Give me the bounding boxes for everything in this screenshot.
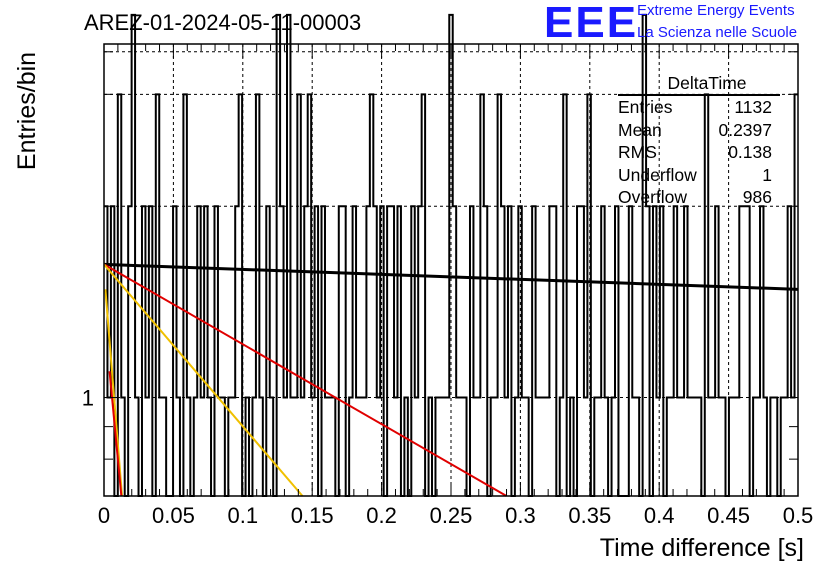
x-tick-label: 0.5 xyxy=(783,503,814,528)
logo-line-2: La Scienza nelle Scuole xyxy=(637,24,798,41)
stats-label: RMS xyxy=(618,142,657,162)
stats-row: RMS 0.138 xyxy=(612,141,780,164)
x-tick-label: 0.3 xyxy=(505,503,536,528)
stats-box: DeltaTime Entries 1132 Mean 0.2397 RMS 0.138 U… xyxy=(612,72,780,209)
x-tick-label: 0.25 xyxy=(430,503,473,528)
stats-row: Overflow 986 xyxy=(612,186,780,209)
x-tick-label: 0.35 xyxy=(568,503,611,528)
x-tick-label: 0.2 xyxy=(366,503,397,528)
stats-value: 986 xyxy=(742,187,772,207)
eee-logo: EEE xyxy=(544,0,639,47)
stats-row: Mean 0.2397 xyxy=(612,119,780,142)
x-tick-label: 0.1 xyxy=(228,503,259,528)
stats-value: 1132 xyxy=(734,97,772,117)
y-tick-label: 1 xyxy=(82,386,94,411)
stats-row: Underflow 1 xyxy=(612,164,780,187)
stats-label: Entries xyxy=(618,97,673,117)
x-tick-label: 0.05 xyxy=(152,503,195,528)
x-tick-label: 0.15 xyxy=(291,503,334,528)
chart-title: AREZ-01-2024-05-11-00003 xyxy=(84,10,362,35)
fit-line xyxy=(108,371,123,497)
stats-box-title: DeltaTime xyxy=(667,73,747,93)
stats-rows: Entries 1132 Mean 0.2397 RMS 0.138 Underflow 1 O… xyxy=(612,96,780,209)
y-axis-label: Entries/bin xyxy=(13,51,41,171)
stats-row: Entries 1132 xyxy=(612,96,780,119)
stats-value: 0.2397 xyxy=(718,119,772,140)
fit-line xyxy=(103,263,304,497)
stats-label: Underflow xyxy=(618,164,697,185)
fit-line xyxy=(104,289,124,497)
x-tick-label: 0 xyxy=(98,503,110,528)
x-axis-label: Time difference [s] xyxy=(599,534,804,562)
x-tick-label: 0.45 xyxy=(707,503,750,528)
logo-line-1: Extreme Energy Events xyxy=(637,2,795,19)
stats-value: 1 xyxy=(762,164,772,185)
stats-box-rule xyxy=(618,94,780,96)
stats-value: 0.138 xyxy=(728,142,772,162)
stats-label: Overflow xyxy=(618,187,688,207)
x-tick-label: 0.4 xyxy=(644,503,675,528)
fit-line xyxy=(103,262,799,291)
fit-line xyxy=(103,263,508,497)
stats-label: Mean xyxy=(618,119,662,140)
